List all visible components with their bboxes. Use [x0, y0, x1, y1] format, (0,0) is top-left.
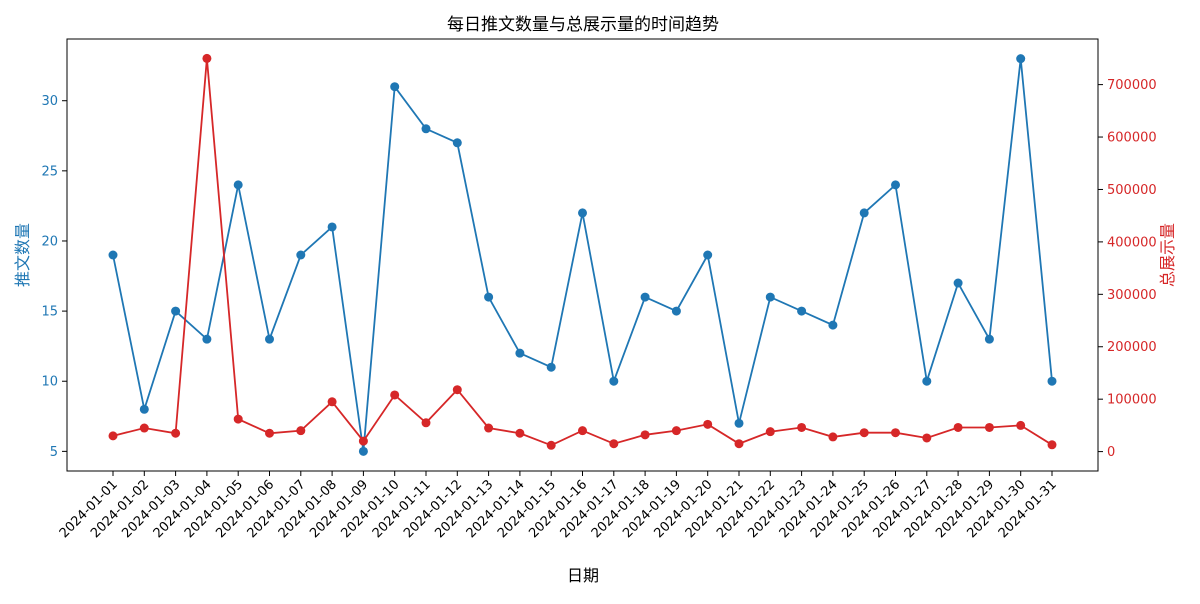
plot-area — [66, 38, 1099, 472]
right-y-tick-label: 100000 — [1107, 393, 1157, 408]
impressions-point — [233, 414, 243, 424]
tweet-count-point — [578, 208, 587, 218]
impressions-point — [139, 423, 149, 433]
impressions-point — [953, 422, 963, 432]
impressions-point — [797, 422, 807, 432]
tweet-count-point — [484, 292, 494, 302]
tweet-count-point — [1016, 54, 1026, 64]
impressions-point — [1016, 420, 1026, 430]
tweet-count-point — [546, 362, 556, 372]
right-y-tick-label: 0 — [1107, 445, 1115, 460]
impressions-point — [703, 419, 713, 429]
right-y-tick-label: 700000 — [1107, 78, 1157, 93]
left-y-tick-label: 25 — [41, 164, 58, 179]
tweet-count-point — [265, 334, 274, 344]
tweet-count-point — [296, 250, 306, 260]
impressions-point — [609, 439, 619, 449]
tweet-count-point — [765, 292, 775, 302]
tweet-count-line — [112, 58, 1053, 452]
impressions-point — [327, 397, 337, 407]
chart-title: 每日推文数量与总展示量的时间趋势 — [447, 15, 719, 35]
tweet-count-point — [421, 124, 431, 134]
impressions-point — [202, 53, 212, 63]
tweet-count-point — [953, 278, 963, 288]
impressions-point — [922, 433, 932, 443]
x-axis: 2024-01-012024-01-022024-01-032024-01-04… — [57, 471, 1060, 541]
tweet-count-point — [202, 334, 212, 344]
impressions-point — [859, 428, 869, 438]
impressions-point — [452, 385, 462, 395]
series-layer — [108, 53, 1057, 456]
impressions-point — [828, 432, 838, 442]
tweet-count-point — [171, 306, 181, 316]
tweet-count-point — [233, 180, 243, 190]
tweet-count-point — [703, 250, 713, 260]
impressions-point — [421, 418, 431, 428]
left-y-axis-label: 推文数量 — [13, 223, 32, 287]
impressions-point — [984, 422, 994, 432]
tweet-count-point — [452, 138, 462, 148]
impressions-point — [765, 427, 775, 437]
tweet-count-point — [390, 82, 400, 92]
impressions-point — [296, 426, 306, 436]
tweet-count-point — [828, 320, 838, 330]
impressions-point — [171, 428, 181, 438]
impressions-point — [484, 423, 494, 433]
right-y-tick-label: 600000 — [1107, 131, 1157, 146]
right-y-tick-label: 200000 — [1107, 340, 1157, 355]
left-y-tick-label: 20 — [41, 234, 58, 249]
impressions-point — [671, 426, 681, 436]
x-axis-label: 日期 — [567, 566, 599, 585]
tweet-count-point — [922, 376, 932, 386]
impressions-point — [515, 428, 525, 438]
right-y-tick-label: 400000 — [1107, 235, 1157, 250]
tweet-count-point — [671, 306, 681, 316]
impressions-point — [108, 431, 118, 441]
tweet-count-point — [358, 446, 368, 456]
left-y-tick-label: 15 — [41, 305, 58, 320]
left-y-axis: 5 10 15 20 25 30 — [41, 94, 67, 460]
impressions-point — [734, 439, 744, 449]
impressions-point — [265, 428, 274, 438]
tweet-count-point — [1047, 376, 1057, 386]
impressions-point — [578, 426, 587, 436]
tweet-count-point — [609, 376, 619, 386]
impressions-line — [112, 58, 1053, 447]
left-y-tick-label: 30 — [41, 94, 58, 109]
impressions-point — [546, 440, 556, 450]
impressions-point — [640, 430, 650, 440]
tweet-count-point — [859, 208, 869, 218]
right-y-axis: 0 100000 200000 300000 400000 500000 600000 700… — [1098, 78, 1157, 460]
left-y-tick-label: 5 — [50, 445, 58, 460]
tweet-count-point — [515, 348, 525, 358]
impressions-point — [358, 436, 368, 446]
tweet-count-point — [640, 292, 650, 302]
right-y-tick-label: 300000 — [1107, 288, 1157, 303]
tweet-count-point — [797, 306, 807, 316]
right-y-axis-label: 总展示量 — [1158, 223, 1177, 287]
impressions-point — [1047, 440, 1057, 450]
tweet-count-point — [891, 180, 900, 190]
impressions-point — [891, 428, 900, 438]
tweet-count-point — [327, 222, 337, 232]
tweet-count-point — [734, 418, 744, 428]
tweet-count-point — [108, 250, 118, 260]
impressions-point — [390, 390, 400, 400]
tweet-count-point — [984, 334, 994, 344]
tweet-count-point — [139, 404, 149, 414]
right-y-tick-label: 500000 — [1107, 183, 1157, 198]
left-y-tick-label: 10 — [41, 375, 58, 390]
